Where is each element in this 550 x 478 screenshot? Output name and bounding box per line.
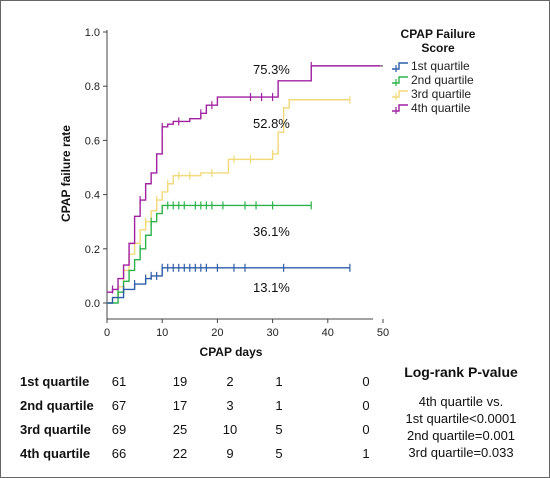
x-tick-label: 20: [211, 327, 223, 339]
series-3: [107, 95, 351, 304]
legend-label: 4th quartile: [411, 101, 471, 115]
x-axis-title: CPAP days: [200, 345, 263, 359]
risk-cell: 2: [226, 374, 234, 389]
y-tick-label: 0.0: [85, 298, 100, 310]
final-percent-label: 52.8%: [253, 116, 290, 131]
km-step-line: [107, 65, 381, 293]
risk-cell: 3: [226, 398, 234, 413]
legend-title: CPAP Failure: [401, 27, 476, 41]
y-tick-label: 0.6: [85, 135, 100, 147]
km-curves: [107, 61, 383, 304]
x-tick-label: 10: [156, 327, 168, 339]
risk-cell: 67: [111, 398, 127, 413]
legend-item: 4th quartile: [392, 101, 471, 115]
axes: 0.0 0.2 0.4 0.6 0.8 1.0 0 10 20 30 40 50 CPAP days CP…: [59, 27, 389, 359]
final-percent-label: 75.3%: [253, 62, 290, 77]
y-tick-label: 1.0: [85, 27, 100, 39]
risk-cell: 19: [172, 374, 188, 389]
risk-cell: 22: [172, 446, 188, 461]
logrank-line: 4th quartile vs.: [418, 394, 504, 409]
risk-row-label-4th: 4th quartile: [20, 446, 91, 461]
final-percent-labels: 13.1% 36.1% 52.8% 75.3%: [253, 62, 290, 295]
legend-title: Score: [421, 41, 455, 55]
risk-cell: 1: [362, 446, 370, 461]
logrank-line: 1st quartile<0.0001: [405, 411, 517, 426]
risk-cell: 1: [275, 398, 283, 413]
risk-row-label-2nd: 2nd quartile: [20, 398, 94, 413]
legend-item: 3rd quartile: [392, 87, 471, 101]
y-tick-label: 0.4: [85, 190, 100, 202]
legend-swatch: [392, 104, 408, 112]
risk-cell: 0: [362, 374, 370, 389]
legend-label: 2nd quartile: [411, 73, 474, 87]
risk-cell: 61: [111, 374, 127, 389]
risk-row-label-3rd: 3rd quartile: [20, 422, 91, 437]
risk-row-label-1st: 1st quartile: [20, 374, 90, 389]
legend-swatch: [392, 90, 408, 98]
y-axis-title: CPAP failure rate: [59, 125, 73, 222]
risk-cell: 9: [226, 446, 234, 461]
series-1: [107, 263, 351, 304]
risk-cell: 66: [111, 446, 127, 461]
risk-cell: 69: [111, 422, 127, 437]
logrank-line: 3rd quartile=0.033: [408, 445, 514, 460]
risk-cell: 25: [172, 422, 188, 437]
logrank-title: Log-rank P-value: [404, 364, 518, 380]
risk-cell: 17: [172, 398, 188, 413]
x-tick-label: 30: [266, 327, 278, 339]
km-step-line: [107, 267, 350, 304]
y-tick-label: 0.8: [85, 81, 100, 93]
final-percent-label: 36.1%: [253, 224, 290, 239]
legend-label: 1st quartile: [411, 59, 470, 73]
risk-cell: 5: [275, 446, 283, 461]
y-tick-label: 0.2: [85, 244, 100, 256]
x-tick-label: 0: [104, 327, 110, 339]
legend-item: 1st quartile: [392, 59, 470, 73]
legend-label: 3rd quartile: [411, 87, 471, 101]
final-percent-label: 13.1%: [253, 280, 290, 295]
legend-item: 2nd quartile: [392, 73, 474, 87]
risk-cell: 10: [222, 422, 238, 437]
risk-cell: 1: [275, 374, 283, 389]
x-tick-label: 40: [322, 327, 334, 339]
logrank-line: 2nd quartile=0.001: [406, 428, 516, 443]
risk-cell: 0: [362, 422, 370, 437]
km-step-line: [107, 99, 350, 304]
x-tick-label: 50: [377, 327, 389, 339]
risk-cell: 0: [362, 398, 370, 413]
risk-cell: 5: [275, 422, 283, 437]
legend-swatch: [392, 62, 408, 70]
legend-swatch: [392, 76, 408, 84]
series-4: [107, 61, 381, 294]
